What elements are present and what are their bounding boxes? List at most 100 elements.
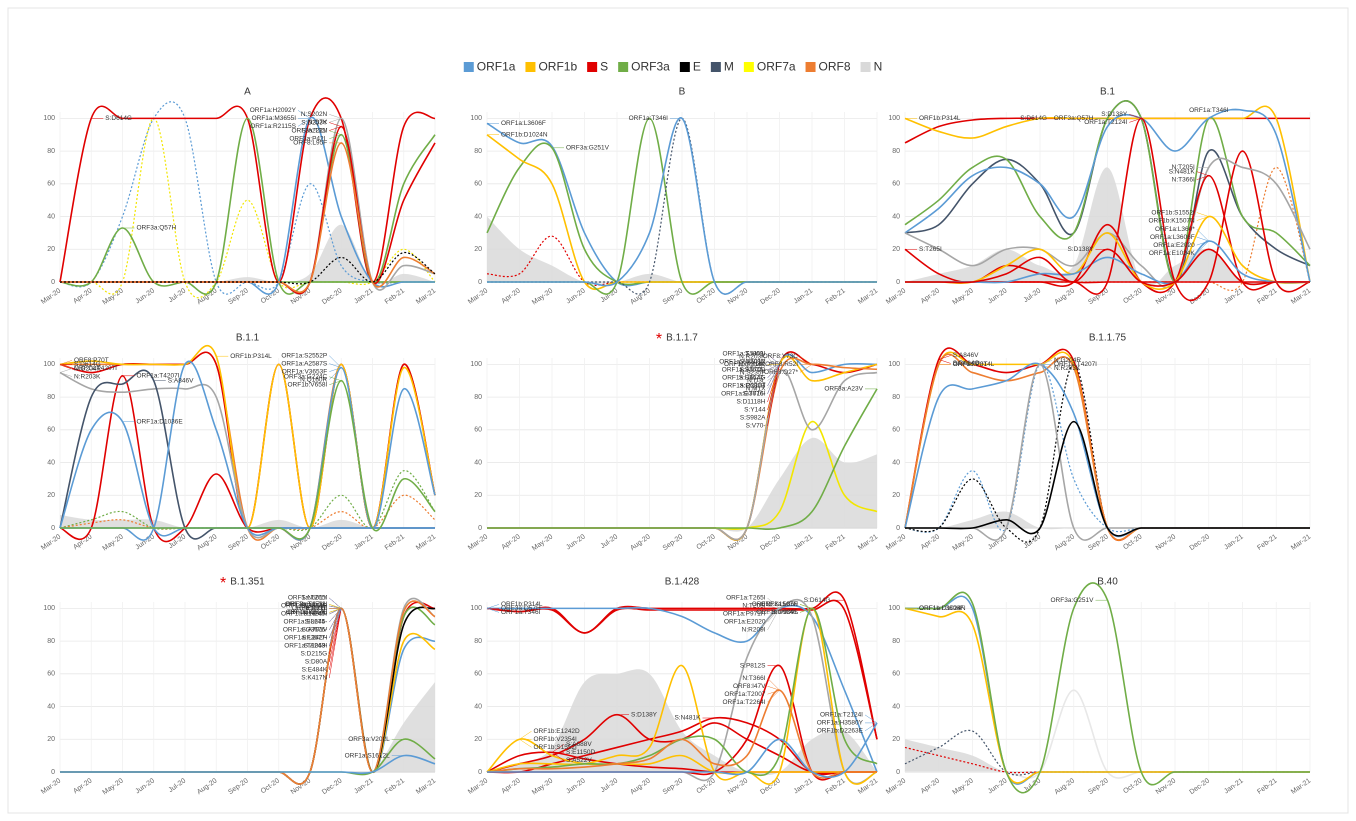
y-tick-label: 60 (892, 181, 900, 188)
y-tick-label: 0 (478, 525, 482, 532)
annotation: ORF1a:L3606F (501, 120, 546, 127)
annotation: ORF1b:V658I (288, 381, 328, 388)
annotation: S:D614G (739, 375, 766, 382)
annotation: ORF1a:M3655I (252, 115, 297, 122)
annotation: E:P71L (306, 605, 328, 612)
annotation: N:G204R (738, 361, 765, 368)
line (487, 722, 878, 778)
legend-swatch (618, 62, 629, 72)
annotation-leader (329, 604, 342, 609)
annotation-leader (767, 356, 780, 373)
annotation-leader (329, 380, 342, 385)
annotation-leader (767, 353, 780, 365)
annotation-leader (1039, 364, 1053, 369)
legend-label: ORF7a (757, 60, 796, 74)
annotation: N:S202N (301, 111, 328, 118)
legend-swatch (743, 62, 754, 72)
annotation: ORF1a:T265I (288, 595, 328, 602)
line (905, 420, 1310, 537)
annotation: ORF1a:I2230T (723, 383, 766, 390)
annotation-leader (767, 678, 780, 691)
annotation: S:A222V (302, 127, 328, 134)
annotation: N:D3L (747, 377, 766, 384)
y-tick-label: 100 (888, 605, 900, 612)
annotation-leader (938, 355, 951, 360)
annotation: ORF3a:G251V (566, 145, 610, 152)
annotation: ORF1b:S1552I (1151, 209, 1195, 216)
annotation: S:D614G (301, 603, 328, 610)
annotation: ORF1b:V2354I (534, 736, 578, 743)
y-tick-label: 20 (47, 736, 55, 743)
annotation: N:T366I (1172, 176, 1195, 183)
line (60, 360, 435, 541)
line (486, 599, 878, 740)
legend-swatch (710, 62, 721, 72)
annotation: ORF1b:K1507N (752, 601, 799, 608)
annotation: ORF8:P70T (953, 361, 988, 368)
y-tick-label: 0 (478, 769, 482, 776)
annotation: S:D614G (74, 361, 101, 368)
annotation: N:Q160R (300, 376, 327, 383)
annotation: ORF1a:S2552P (281, 352, 327, 359)
annotation: ORF1a:V3653F (282, 368, 328, 375)
annotation: S:D138Y (631, 711, 658, 718)
legend-label: ORF3a (631, 60, 670, 74)
y-tick-label: 20 (474, 736, 482, 743)
annotation: ORF1a:T1001I (723, 351, 766, 358)
area (487, 669, 877, 776)
annotation: ORF3a:L85F (760, 601, 798, 608)
annotation: S:T265I (919, 246, 942, 253)
annotation: ORF8:I47V (733, 683, 766, 690)
annotation-leader (329, 608, 342, 615)
annotation: N:M1X (746, 385, 767, 392)
annotation: S:G934S (772, 609, 799, 616)
annotation: S:A846V (953, 352, 979, 359)
annotation-leader (329, 608, 342, 639)
annotation: N:T205I (1172, 164, 1195, 171)
annotation: S:H69- (745, 351, 765, 358)
annotation: ORF1a:S3675- (284, 619, 328, 626)
annotation-leader (519, 731, 532, 740)
y-tick-label: 40 (892, 703, 900, 710)
panel-title: B.1.428 (665, 577, 700, 588)
annotation-leader (767, 608, 780, 623)
annotation: ORF1b:P314L (724, 361, 766, 368)
annotation: ORF1a:E2020 (724, 619, 766, 626)
annotation-leader (1196, 216, 1209, 221)
annotation: ORF1a:T4207I (1054, 361, 1097, 368)
area (60, 224, 435, 285)
annotation-leader (767, 690, 780, 703)
annotation-leader (767, 364, 780, 427)
y-tick-label: 0 (478, 279, 482, 286)
legend-swatch (587, 62, 598, 72)
annotation: ORF1a:K3353R (281, 603, 328, 610)
annotation: ORF1b:P314L (501, 601, 543, 608)
annotation: ORF3a:Q57H (1054, 115, 1094, 122)
annotation: S:K417N (301, 675, 327, 682)
legend-label: ORF8 (819, 60, 851, 74)
annotation: N:Q7K (308, 119, 328, 126)
y-tick-label: 40 (474, 213, 482, 220)
annotation-leader (486, 604, 500, 609)
annotation: S:P681H (739, 383, 765, 390)
legend: ORF1a ORF1b S ORF3a E M ORF7a ORF8 N (463, 60, 882, 74)
annotation: ORF1a:T2124I (1084, 119, 1127, 126)
frame (7, 7, 1349, 814)
panel-title: B.1.1.75 (1089, 333, 1127, 344)
line (59, 117, 436, 299)
annotation: ORF3a:Q57H (501, 605, 541, 612)
line (486, 117, 877, 295)
annotation-leader (767, 608, 780, 631)
y-tick-label: 20 (47, 492, 55, 499)
y-tick-label: 80 (474, 638, 482, 645)
annotation: ORF8:I121L (292, 605, 328, 612)
annotation: ORF1a:P971H (723, 611, 766, 618)
annotation-leader (329, 608, 342, 623)
annotation-leader (938, 359, 951, 364)
annotation: N:T205I (304, 605, 327, 612)
annotation-leader (329, 355, 342, 368)
y-tick-label: 0 (896, 769, 900, 776)
area (905, 167, 1310, 288)
annotation-leader (329, 608, 342, 647)
